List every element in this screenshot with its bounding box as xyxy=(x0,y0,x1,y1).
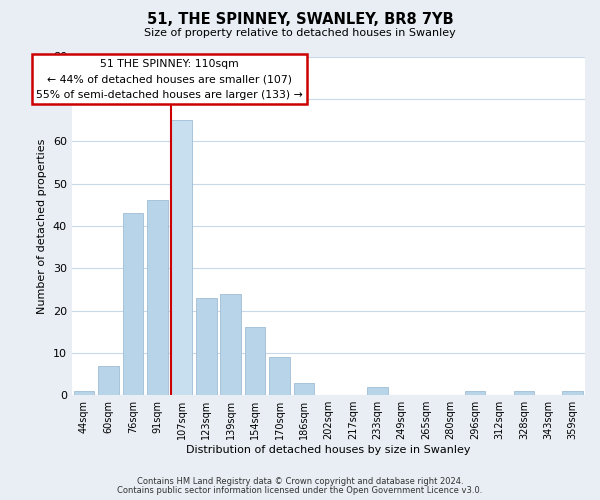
X-axis label: Distribution of detached houses by size in Swanley: Distribution of detached houses by size … xyxy=(186,445,470,455)
Bar xyxy=(74,391,94,395)
Y-axis label: Number of detached properties: Number of detached properties xyxy=(37,138,47,314)
Text: Size of property relative to detached houses in Swanley: Size of property relative to detached ho… xyxy=(144,28,456,38)
Text: 51 THE SPINNEY: 110sqm  
← 44% of detached houses are smaller (107)
55% of semi-: 51 THE SPINNEY: 110sqm ← 44% of detached… xyxy=(36,58,303,100)
Bar xyxy=(245,328,265,395)
Bar xyxy=(367,386,388,395)
Text: 51, THE SPINNEY, SWANLEY, BR8 7YB: 51, THE SPINNEY, SWANLEY, BR8 7YB xyxy=(146,12,454,28)
Text: Contains public sector information licensed under the Open Government Licence v3: Contains public sector information licen… xyxy=(118,486,482,495)
Bar xyxy=(293,382,314,395)
Bar xyxy=(562,391,583,395)
Text: Contains HM Land Registry data © Crown copyright and database right 2024.: Contains HM Land Registry data © Crown c… xyxy=(137,477,463,486)
Bar xyxy=(269,357,290,395)
Bar xyxy=(98,366,119,395)
Bar xyxy=(172,120,192,395)
Bar xyxy=(514,391,534,395)
Bar xyxy=(147,200,168,395)
Bar xyxy=(220,294,241,395)
Bar xyxy=(196,298,217,395)
Bar xyxy=(464,391,485,395)
Bar xyxy=(122,213,143,395)
